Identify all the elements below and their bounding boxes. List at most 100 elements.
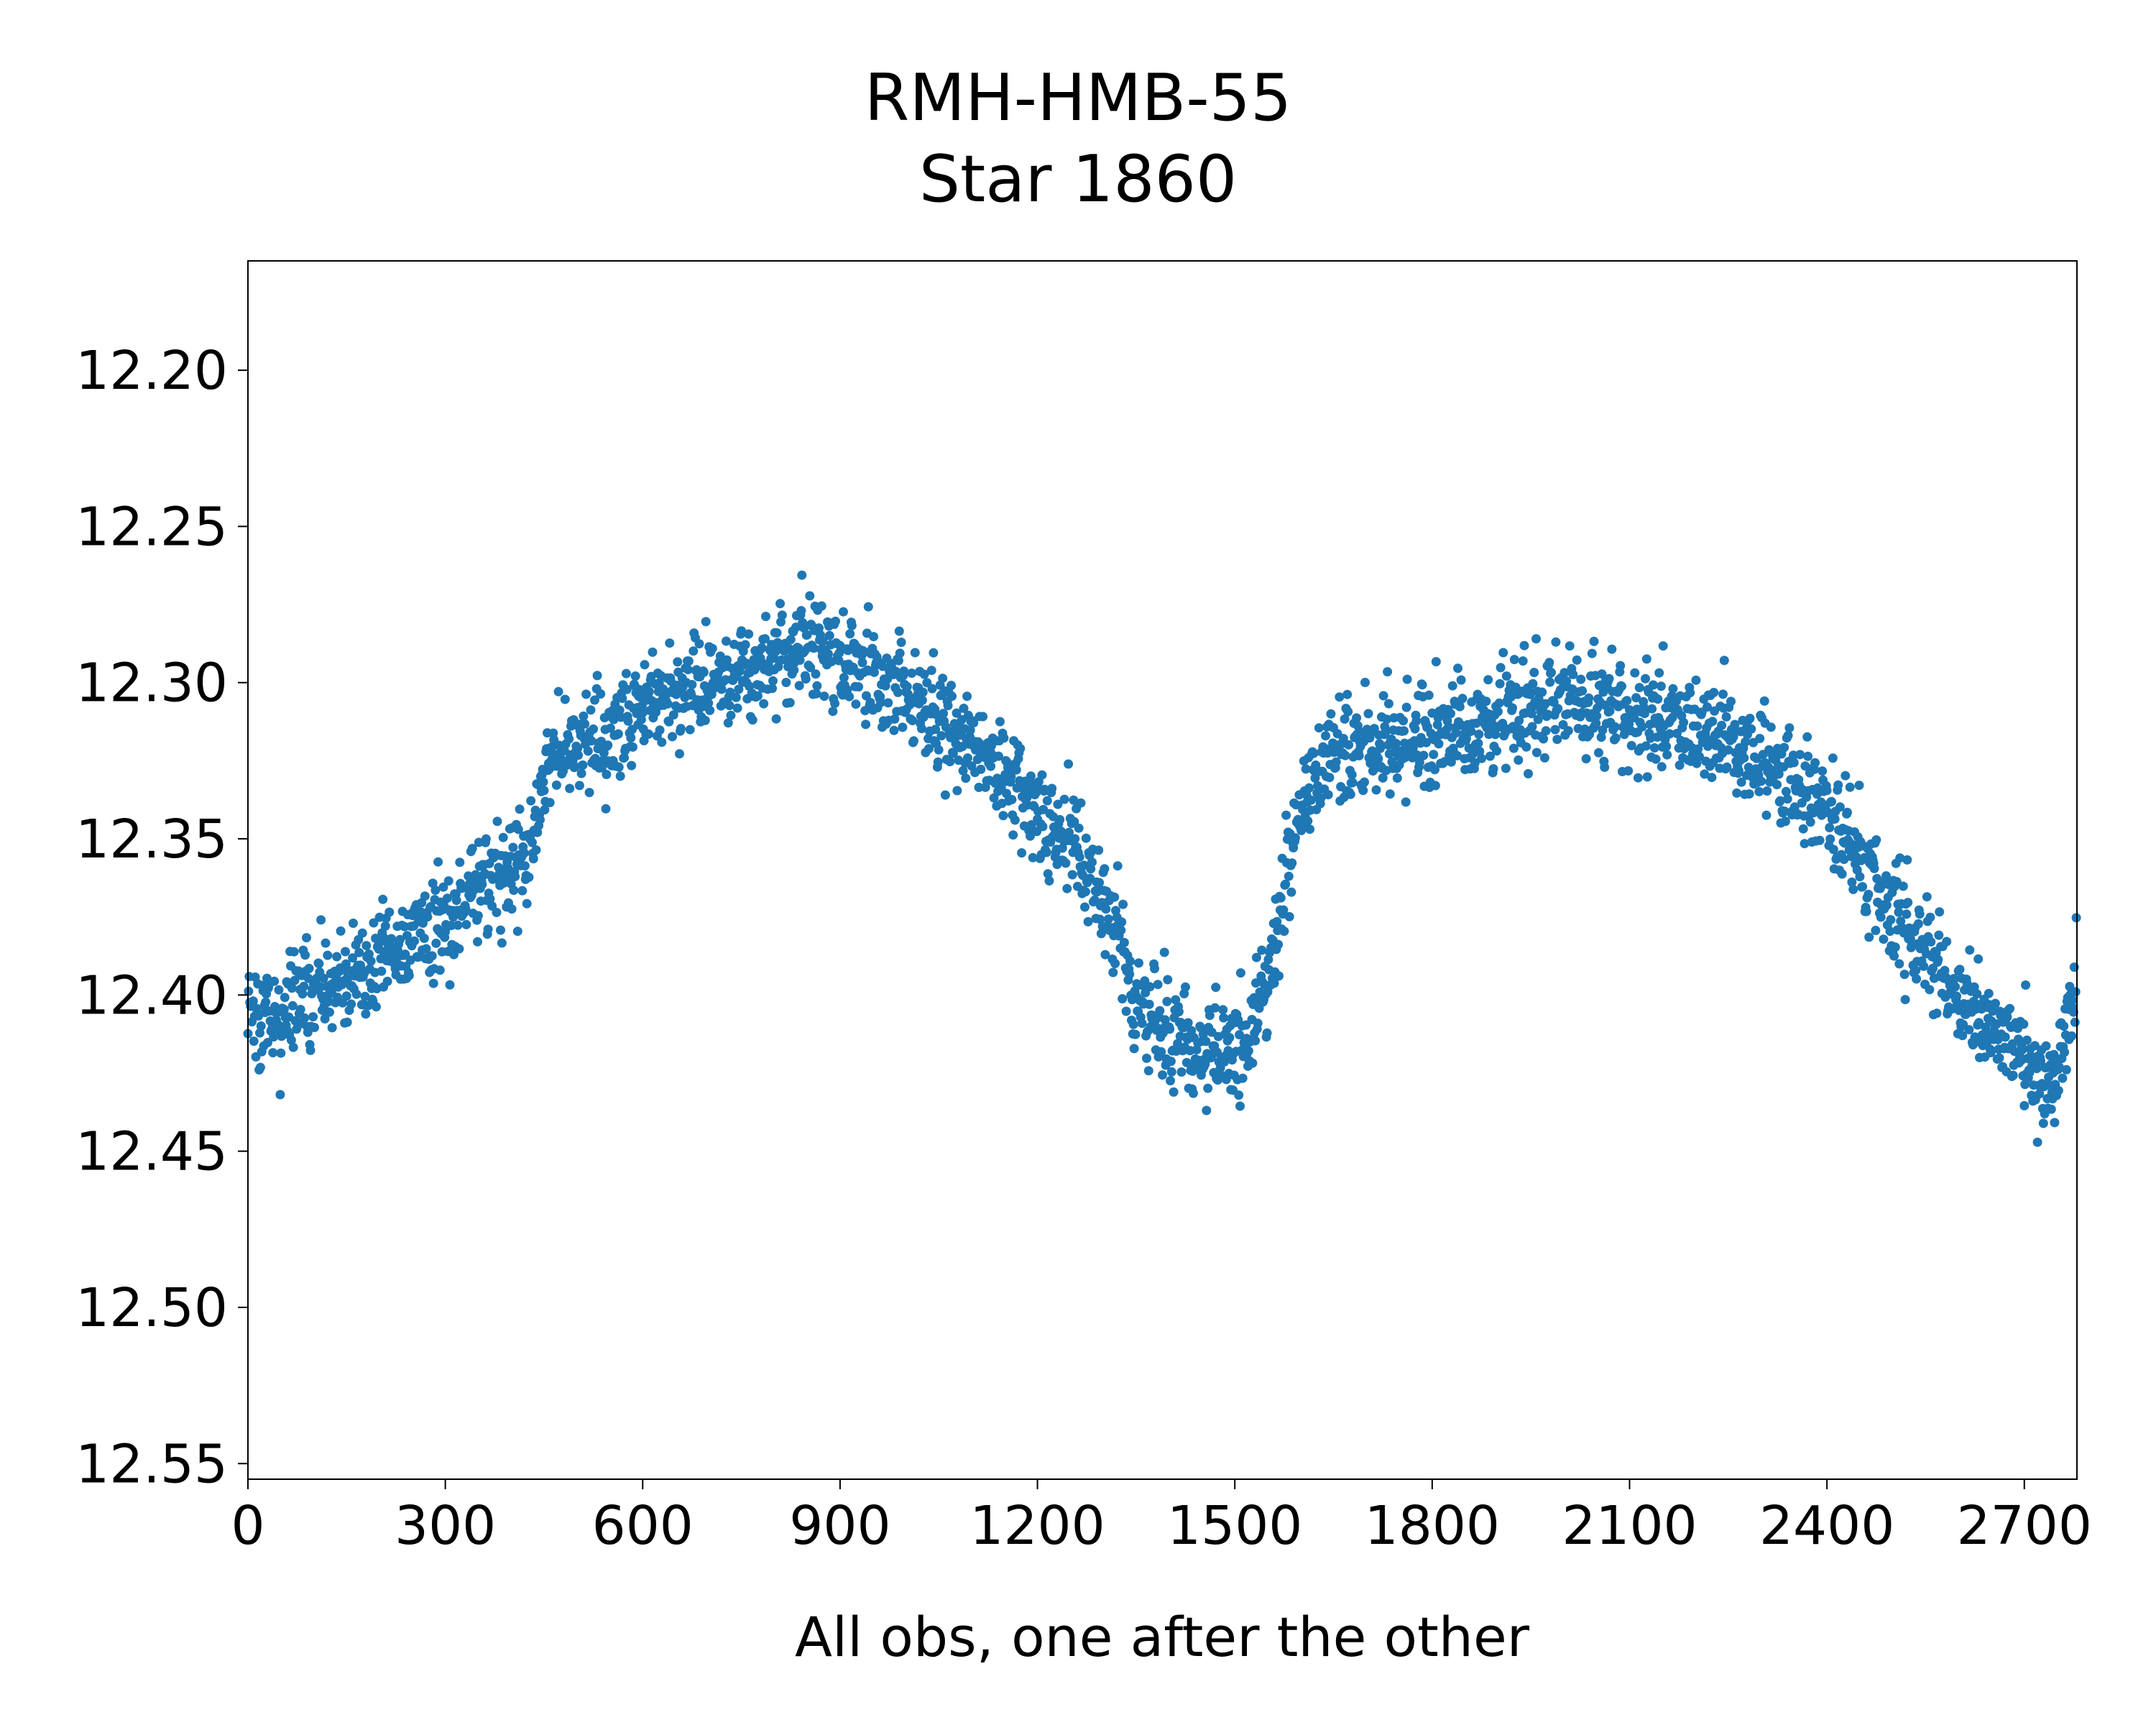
data-point	[655, 725, 665, 735]
data-point	[1399, 716, 1409, 726]
data-point	[699, 667, 709, 677]
data-point	[819, 691, 829, 702]
data-point	[676, 724, 686, 734]
data-point	[870, 667, 879, 677]
data-point	[1326, 709, 1336, 719]
data-point	[351, 989, 361, 999]
data-point	[574, 781, 584, 791]
data-point	[1383, 667, 1393, 677]
data-point	[1637, 722, 1647, 732]
data-point	[553, 686, 563, 696]
data-point	[1166, 1057, 1176, 1067]
data-point	[487, 901, 497, 911]
data-point	[1657, 762, 1667, 772]
data-point	[1563, 726, 1573, 736]
data-point	[1594, 748, 1603, 758]
data-point	[1017, 848, 1027, 858]
data-point	[909, 736, 918, 746]
x-axis: 0 300 600 900 1200 1500 1800 2100 2400 2700	[231, 1479, 2092, 1557]
data-point	[1835, 802, 1845, 812]
data-point	[628, 742, 637, 752]
data-point	[1430, 765, 1439, 775]
data-point	[524, 873, 534, 882]
data-point	[1739, 753, 1749, 763]
data-point	[1839, 855, 1849, 865]
data-point	[492, 816, 502, 827]
data-point	[675, 749, 684, 759]
data-point	[952, 786, 962, 796]
data-point	[889, 725, 899, 735]
data-point	[722, 636, 731, 646]
data-point	[1925, 985, 1935, 995]
data-point	[1074, 823, 1084, 833]
data-point	[740, 640, 750, 650]
data-point	[431, 938, 441, 948]
data-point	[854, 682, 864, 692]
data-point	[777, 610, 787, 620]
data-point	[1069, 816, 1079, 827]
data-point	[1781, 786, 1791, 796]
data-point	[1345, 789, 1355, 799]
data-point	[1119, 937, 1129, 947]
data-point	[1446, 757, 1456, 767]
data-point	[1761, 810, 1772, 820]
data-point	[531, 845, 541, 855]
data-point	[1783, 730, 1793, 740]
data-point	[918, 687, 928, 697]
data-point	[2019, 1019, 2029, 1029]
data-point	[302, 933, 311, 943]
data-point	[795, 656, 805, 665]
data-point	[1974, 1018, 1984, 1028]
data-point	[1537, 687, 1547, 697]
data-point	[781, 678, 791, 687]
data-point	[1892, 877, 1902, 887]
data-point	[737, 626, 747, 636]
data-point	[630, 671, 640, 681]
data-point	[464, 871, 474, 881]
data-point	[1802, 732, 1812, 742]
data-point	[934, 745, 944, 755]
data-point	[1709, 688, 1719, 697]
data-point	[1970, 1032, 1980, 1042]
data-point	[644, 686, 654, 696]
data-point	[2032, 1064, 2042, 1074]
data-point	[959, 704, 969, 713]
data-point	[1352, 713, 1362, 723]
data-point	[605, 723, 615, 733]
data-point	[255, 1062, 265, 1072]
data-point	[1825, 823, 1835, 832]
data-point	[586, 705, 596, 715]
data-point	[1305, 824, 1315, 834]
data-point	[1841, 770, 1851, 781]
data-point	[586, 736, 596, 746]
data-point	[321, 938, 331, 948]
data-point	[325, 1007, 334, 1017]
data-point	[883, 698, 893, 708]
data-point	[1360, 678, 1370, 687]
data-point	[1080, 887, 1090, 897]
data-point	[1795, 750, 1805, 760]
data-point	[1187, 1026, 1197, 1036]
x-axis-label: All obs, one after the other	[795, 1605, 1530, 1669]
data-point	[899, 666, 909, 676]
data-point	[1572, 655, 1582, 665]
data-point	[2067, 1031, 2077, 1041]
data-point	[349, 919, 358, 928]
data-point	[1780, 806, 1789, 816]
data-point	[1343, 707, 1353, 717]
data-point	[845, 629, 855, 639]
data-point	[1616, 661, 1626, 671]
data-point	[1668, 684, 1678, 694]
data-point	[1081, 833, 1091, 843]
data-point	[1382, 714, 1392, 724]
data-point	[1526, 709, 1537, 719]
data-point	[687, 680, 697, 689]
data-point	[1301, 764, 1311, 774]
data-point	[248, 996, 258, 1006]
data-point	[1899, 970, 1909, 980]
data-point	[1766, 722, 1776, 732]
data-point	[1347, 770, 1357, 780]
data-point	[622, 684, 632, 694]
data-point	[929, 648, 939, 658]
data-point	[1591, 719, 1601, 728]
